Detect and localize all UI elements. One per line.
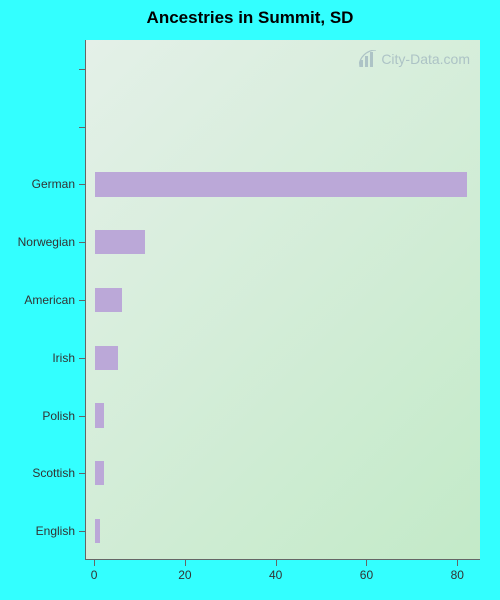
- y-tick-mark: [79, 242, 85, 243]
- y-tick-mark: [79, 69, 85, 70]
- bar: [95, 346, 118, 370]
- x-tick-mark: [185, 560, 186, 566]
- y-tick-mark: [79, 300, 85, 301]
- x-tick-mark: [366, 560, 367, 566]
- plot-background: [86, 40, 480, 559]
- watermark: City-Data.com: [359, 50, 470, 68]
- y-tick-mark: [79, 127, 85, 128]
- y-tick-mark: [79, 358, 85, 359]
- bar: [95, 230, 145, 254]
- x-tick-mark: [457, 560, 458, 566]
- bar: [95, 461, 104, 485]
- y-axis-label: German: [0, 177, 75, 191]
- y-tick-mark: [79, 531, 85, 532]
- bar: [95, 519, 100, 543]
- x-tick-mark: [276, 560, 277, 566]
- y-axis-label: Irish: [0, 351, 75, 365]
- watermark-text: City-Data.com: [381, 51, 470, 67]
- bar: [95, 172, 467, 196]
- y-axis-label: English: [0, 524, 75, 538]
- x-tick-mark: [94, 560, 95, 566]
- x-axis-label: 60: [360, 568, 373, 582]
- page-root: Ancestries in Summit, SD City-Data.com G…: [0, 0, 500, 600]
- chart-title: Ancestries in Summit, SD: [0, 8, 500, 28]
- x-axis-label: 80: [451, 568, 464, 582]
- watermark-bars-icon: [359, 50, 377, 68]
- y-axis-label: Scottish: [0, 466, 75, 480]
- y-tick-mark: [79, 184, 85, 185]
- y-axis-label: American: [0, 293, 75, 307]
- x-axis-label: 40: [269, 568, 282, 582]
- bar: [95, 288, 122, 312]
- x-axis-label: 20: [178, 568, 191, 582]
- plot-area: City-Data.com: [85, 40, 480, 560]
- y-axis-label: Norwegian: [0, 235, 75, 249]
- x-axis-label: 0: [91, 568, 98, 582]
- y-tick-mark: [79, 416, 85, 417]
- bar: [95, 403, 104, 427]
- y-axis-label: Polish: [0, 409, 75, 423]
- y-tick-mark: [79, 473, 85, 474]
